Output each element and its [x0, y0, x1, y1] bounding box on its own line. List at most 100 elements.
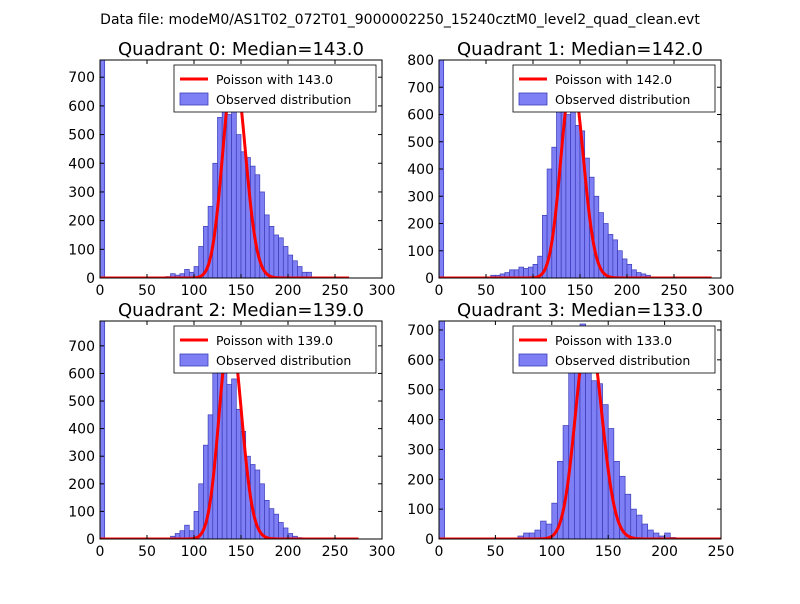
- quadrant-1-y-tick-label: 600: [407, 108, 434, 124]
- quadrant-0-histogram-bar: [100, 60, 106, 278]
- quadrant-2-title: Quadrant 2: Median=139.0: [118, 300, 364, 321]
- quadrant-0-histogram-bar: [268, 226, 275, 278]
- quadrant-0-y-tick-label: 400: [68, 156, 95, 172]
- quadrant-0-histogram-bar: [273, 234, 279, 278]
- quadrant-2-histogram-bar: [231, 378, 237, 539]
- quadrant-1-histogram-bar: [612, 239, 618, 278]
- quadrant-1-x-tick-label: 250: [661, 283, 688, 299]
- quadrant-0-histogram-bar: [278, 237, 284, 278]
- quadrant-3-histogram-bar: [624, 493, 632, 539]
- quadrant-1-histogram-bar: [518, 266, 524, 278]
- quadrant-2-x-tick-label: 150: [228, 544, 255, 560]
- quadrant-0-histogram-bar: [287, 254, 294, 278]
- quadrant-2-x-tick-label: 100: [181, 544, 208, 560]
- quadrant-0-y-tick-label: 300: [68, 185, 95, 201]
- quadrant-0-histogram-bar: [282, 246, 289, 278]
- quadrant-3-y-tick-label: 200: [407, 472, 434, 488]
- quadrant-2-x-tick-label: 300: [369, 544, 396, 560]
- quadrant-1-x-tick-label: 300: [708, 283, 735, 299]
- quadrant-1-histogram-bar: [570, 108, 576, 278]
- quadrant-0-histogram-bar: [292, 260, 298, 278]
- quadrant-3-histogram-bar: [641, 523, 649, 539]
- quadrant-0-x-tick-label: 150: [228, 283, 255, 299]
- quadrant-2-legend-observed-label: Observed distribution: [216, 353, 351, 368]
- quadrant-3-legend-observed-swatch: [518, 353, 548, 367]
- quadrant-0-histogram-bar: [226, 114, 232, 278]
- quadrant-3-title: Quadrant 3: Median=133.0: [457, 300, 703, 321]
- quadrant-1-title: Quadrant 1: Median=142.0: [457, 39, 703, 60]
- quadrant-3-y-tick-label: 600: [407, 353, 434, 369]
- quadrant-1-x-tick-label: 0: [435, 283, 444, 299]
- quadrant-2-histogram-bar: [278, 522, 284, 539]
- quadrant-1-y-tick-label: 500: [407, 135, 434, 151]
- quadrant-0-x-tick-label: 250: [322, 283, 349, 299]
- quadrant-0-title: Quadrant 0: Median=143.0: [118, 39, 364, 60]
- quadrant-0-y-tick-label: 100: [68, 242, 95, 258]
- quadrant-3-x-tick-label: 200: [651, 544, 678, 560]
- quadrant-3-histogram-bar: [590, 380, 598, 539]
- quadrant-3-legend-poisson-label: Poisson with 133.0: [555, 333, 672, 348]
- quadrant-1-histogram-bar: [621, 258, 628, 278]
- quadrant-1-x-tick-label: 200: [614, 283, 641, 299]
- quadrant-2-x-tick-label: 200: [275, 544, 302, 560]
- quadrant-2-chart: 0 50 100 150 200 250 300 0 100 200 300 400 500 600 700…: [68, 300, 395, 560]
- quadrant-3-y-tick-label: 100: [407, 502, 434, 518]
- quadrant-1-y-tick-label: 200: [407, 217, 434, 233]
- quadrant-3-histogram-bar: [630, 508, 637, 539]
- quadrant-0-y-tick-label: 0: [86, 271, 95, 287]
- quadrant-2-y-tick-label: 600: [68, 366, 95, 382]
- quadrant-0-y-tick-label: 200: [68, 214, 95, 230]
- quadrant-0-y-tick-label: 600: [68, 99, 95, 115]
- quadrant-2-histogram-bar: [273, 513, 279, 539]
- quadrant-0-histogram-bar: [231, 105, 237, 278]
- quadrant-0-chart: 0 50 100 150 200 250 300 0 100 200 300 400 500 600 700…: [68, 39, 395, 299]
- quadrant-1-x-tick-label: 150: [567, 283, 594, 299]
- quadrant-0-x-tick-label: 0: [96, 283, 105, 299]
- quadrant-0-histogram-bar: [235, 134, 242, 278]
- quadrant-2-y-tick-label: 300: [68, 449, 95, 465]
- quadrant-1-histogram-bar: [565, 114, 571, 278]
- quadrant-2-y-tick-label: 200: [68, 477, 95, 493]
- quadrant-2-histogram-bar: [268, 508, 275, 539]
- quadrant-0-x-tick-label: 100: [181, 283, 208, 299]
- quadrant-0-y-tick-label: 500: [68, 128, 95, 144]
- quadrant-2-histogram-bar: [184, 524, 190, 539]
- quadrant-2-y-tick-label: 0: [86, 532, 95, 548]
- quadrant-0-legend-poisson-label: Poisson with 143.0: [216, 72, 333, 87]
- quadrant-3-y-tick-label: 500: [407, 383, 434, 399]
- quadrant-1-y-tick-label: 300: [407, 189, 434, 205]
- quadrant-2-x-tick-label: 50: [138, 544, 156, 560]
- quadrant-2-y-tick-label: 400: [68, 422, 95, 438]
- figure-suptitle: Data file: modeM0/AS1T02_072T01_90000022…: [100, 12, 700, 28]
- quadrant-0-legend-observed-label: Observed distribution: [216, 92, 351, 107]
- quadrant-2-histogram-bar: [282, 527, 289, 539]
- quadrant-1-histogram-bar: [607, 234, 614, 278]
- quadrant-2-x-tick-label: 250: [322, 544, 349, 560]
- quadrant-3-y-tick-label: 400: [407, 413, 434, 429]
- quadrant-1-histogram-bar: [626, 264, 633, 278]
- quadrant-2-data-layer: [100, 321, 360, 539]
- quadrant-0-x-tick-label: 200: [275, 283, 302, 299]
- quadrant-0-legend-observed-swatch: [179, 92, 209, 106]
- quadrant-3-chart: 0 50 100 150 200 250 0 100 200 300 400 500 600 700 Qua…: [407, 300, 734, 560]
- quadrant-2-histogram-bar: [264, 500, 270, 539]
- quadrant-0-histogram-bar: [264, 214, 270, 278]
- quadrant-0-x-tick-label: 50: [138, 283, 156, 299]
- quadrant-1-y-tick-label: 0: [425, 271, 434, 287]
- quadrant-1-legend-poisson-label: Poisson with 142.0: [555, 72, 672, 87]
- quadrant-0-data-layer: [100, 60, 350, 278]
- quadrant-3-x-tick-label: 100: [538, 544, 565, 560]
- quadrant-2-x-tick-label: 0: [96, 544, 105, 560]
- quadrant-0-y-tick-label: 700: [68, 70, 95, 86]
- quadrant-2-y-tick-label: 700: [68, 339, 95, 355]
- quadrant-3-y-tick-label: 0: [425, 532, 434, 548]
- quadrant-3-histogram-bar: [636, 514, 643, 539]
- quadrant-3-x-tick-label: 150: [595, 544, 622, 560]
- quadrant-1-legend-observed-swatch: [518, 92, 548, 106]
- quadrant-2-histogram-bar: [235, 408, 242, 539]
- quadrant-3-x-tick-label: 50: [486, 544, 504, 560]
- quadrant-3-axes-frame: [438, 320, 722, 540]
- quadrant-0-histogram-bar: [297, 266, 303, 278]
